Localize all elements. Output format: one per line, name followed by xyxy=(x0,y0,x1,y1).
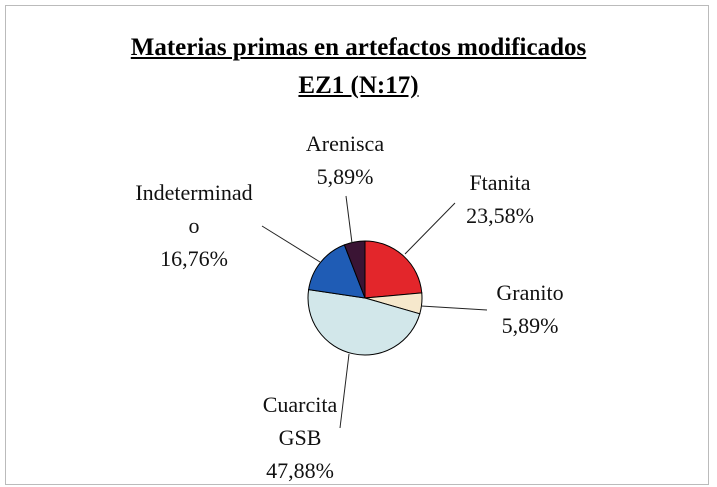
leader-line xyxy=(420,305,488,311)
pie-slice xyxy=(343,240,366,299)
leader-line xyxy=(345,195,353,244)
leader-line xyxy=(261,225,321,263)
slice-name: Arenisca xyxy=(305,131,385,156)
pie-slice xyxy=(307,289,421,356)
slice-name: Indeterminado xyxy=(135,180,253,238)
pie-slice xyxy=(308,244,366,299)
leader-line xyxy=(339,353,350,429)
slice-value: 5,89% xyxy=(316,164,374,189)
slice-name: Granito xyxy=(496,280,564,305)
slice-value: 5,89% xyxy=(501,313,559,338)
page: Materias primas en artefactos modificado… xyxy=(5,5,709,485)
chart-title: Materias primas en artefactos modificado… xyxy=(130,34,587,61)
pie-slice xyxy=(364,240,423,299)
slice-label: Cuarcita GSB 47,88% xyxy=(250,388,350,487)
slice-label: Arenisca 5,89% xyxy=(285,127,405,193)
slice-label: Indeterminado 16,76% xyxy=(130,176,258,275)
slice-value: 16,76% xyxy=(160,246,228,271)
leader-line xyxy=(404,202,456,255)
slice-label: Ftanita 23,58% xyxy=(440,166,560,232)
chart xyxy=(261,195,488,429)
slice-name: Ftanita xyxy=(469,170,531,195)
slice-label: Granito 5,89% xyxy=(470,276,590,342)
slice-name: Cuarcita GSB xyxy=(262,392,338,450)
slice-value: 47,88% xyxy=(266,458,334,483)
chart-subtitle: EZ1 (N:17) xyxy=(298,72,419,99)
slice-value: 23,58% xyxy=(466,203,534,228)
